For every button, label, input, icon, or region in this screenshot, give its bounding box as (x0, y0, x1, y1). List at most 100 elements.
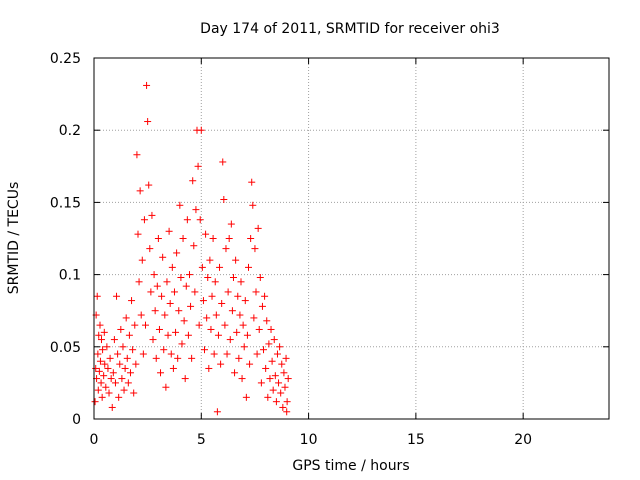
data-point (102, 383, 110, 391)
x-tick-labels: 0 5 10 15 20 (90, 432, 533, 448)
data-point (150, 271, 158, 279)
data-point (146, 245, 154, 253)
data-point (239, 321, 247, 329)
data-point (212, 311, 220, 319)
data-point (187, 302, 195, 310)
x-tick-label: 20 (514, 432, 532, 448)
data-point (110, 336, 118, 344)
data-point (279, 403, 287, 411)
data-point (190, 242, 198, 250)
data-point (101, 360, 109, 368)
data-point (254, 224, 262, 232)
data-point (197, 126, 205, 134)
data-point (208, 292, 216, 300)
data-point (219, 158, 227, 166)
data-point (276, 343, 284, 351)
data-point (100, 372, 108, 380)
data-point (170, 288, 178, 296)
data-point (134, 230, 142, 238)
data-point (198, 263, 206, 271)
data-point (192, 206, 200, 214)
data-point (209, 235, 217, 242)
data-point (256, 273, 264, 281)
data-point (157, 369, 165, 377)
data-point (199, 297, 207, 305)
data-point (227, 220, 235, 228)
data-point (155, 325, 163, 333)
data-point (175, 307, 183, 315)
data-point (154, 235, 162, 242)
data-point (124, 379, 132, 387)
data-point (184, 331, 192, 339)
data-point (142, 321, 149, 329)
data-point (168, 263, 176, 271)
data-point (169, 364, 177, 372)
data-point (160, 346, 168, 354)
data-point (225, 235, 233, 242)
data-point (139, 350, 147, 358)
data-point (178, 340, 186, 348)
data-point (106, 354, 114, 362)
x-tick-label: 15 (407, 432, 425, 448)
data-point (196, 216, 204, 224)
data-point (131, 321, 139, 329)
data-point (207, 325, 215, 333)
data-point (216, 263, 224, 271)
data-point (269, 386, 277, 394)
data-point (265, 340, 273, 348)
data-point (275, 379, 283, 387)
data-point (114, 350, 122, 358)
data-point (258, 302, 266, 310)
data-point (247, 235, 255, 242)
data-point (137, 311, 145, 319)
data-point (122, 314, 130, 322)
data-point (103, 343, 111, 351)
data-point (121, 364, 129, 372)
chart-title: Day 174 of 2011, SRMTID for receiver ohi… (200, 21, 500, 37)
data-point (262, 364, 270, 372)
y-tick-label: 0.15 (50, 195, 81, 211)
data-point (166, 299, 174, 307)
data-point (263, 317, 271, 325)
data-point (240, 343, 248, 351)
data-point (236, 311, 244, 319)
data-point (147, 288, 155, 296)
data-point (237, 278, 245, 286)
data-point (92, 364, 100, 372)
data-point (98, 336, 106, 344)
data-point (136, 187, 144, 195)
y-tick-labels: 0 0.05 0.1 0.15 0.2 0.25 (50, 51, 81, 428)
data-point (161, 311, 169, 319)
data-point (234, 292, 242, 300)
data-point (203, 314, 211, 322)
data-point (266, 375, 274, 383)
data-point (243, 331, 251, 339)
data-point (226, 336, 234, 344)
data-point (104, 364, 112, 372)
data-point (120, 386, 128, 394)
data-point (105, 389, 113, 397)
data-point (202, 230, 210, 238)
data-point (218, 299, 226, 307)
data-point (260, 346, 268, 354)
data-point (204, 273, 212, 281)
data-point (280, 369, 288, 377)
data-point (179, 235, 187, 242)
data-point (117, 325, 125, 333)
data-point (214, 331, 222, 339)
data-point (183, 216, 191, 224)
data-point (217, 360, 225, 368)
data-point (235, 354, 243, 362)
data-point (173, 249, 181, 257)
data-point (272, 398, 280, 406)
data-point (252, 288, 260, 296)
data-point (223, 350, 231, 358)
data-point (270, 336, 278, 344)
data-point (162, 383, 170, 391)
data-point (261, 292, 269, 300)
data-point (151, 307, 159, 315)
data-point (224, 288, 232, 296)
data-point (206, 256, 214, 264)
axis-ticks (93, 57, 609, 420)
